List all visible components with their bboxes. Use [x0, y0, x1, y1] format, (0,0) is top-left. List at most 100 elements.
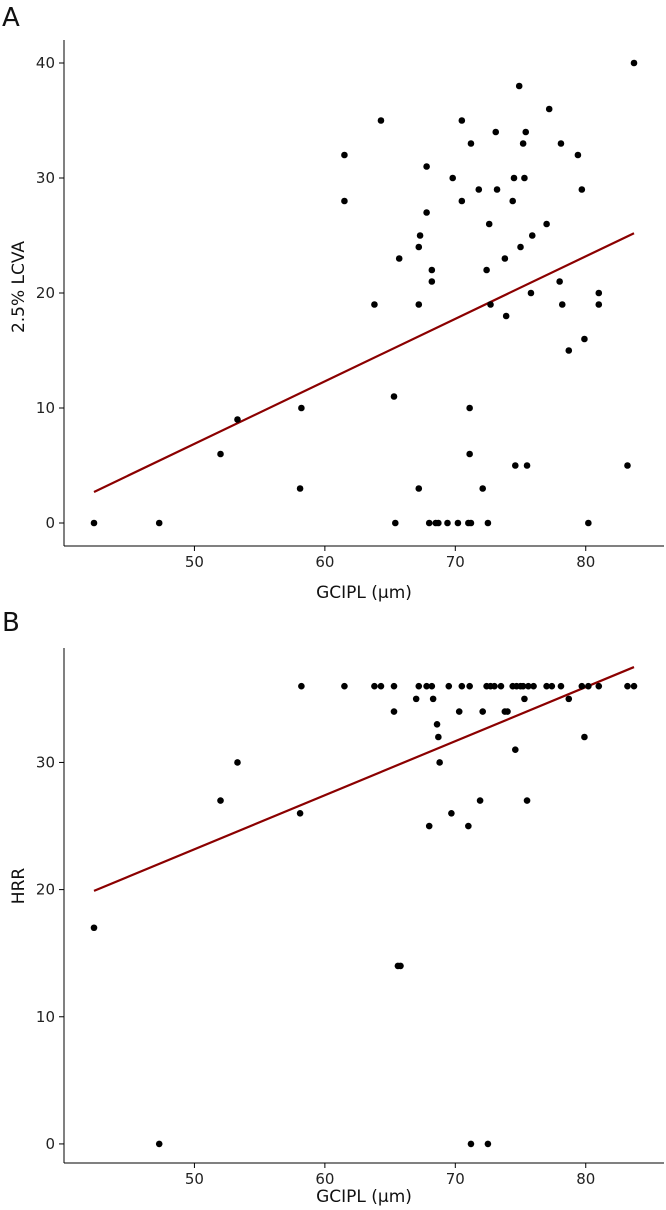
panel-b-data-point — [377, 682, 385, 690]
panel-a-x-tick-label: 80 — [576, 553, 595, 571]
panel-b-data-point — [565, 695, 573, 703]
panel-b-data-point — [371, 682, 378, 690]
panel-b-data-point — [415, 682, 423, 690]
panel-a-letter: A — [2, 3, 20, 33]
panel-a-data-point — [415, 243, 423, 251]
panel-a-y-tick-label: 30 — [36, 169, 55, 187]
panel-b-x-tick-label: 80 — [576, 1170, 595, 1188]
panel-b-data-point — [630, 682, 638, 690]
panel-b-data-point — [504, 708, 511, 715]
panel-b-data-point — [476, 797, 484, 804]
panel-a-data-point — [595, 301, 603, 308]
panel-b-data-point — [523, 797, 531, 804]
panel-b-data-point — [423, 682, 430, 690]
panel-a-data-point — [392, 519, 399, 527]
panel-a-data-point — [377, 117, 385, 124]
panel-a-data-point — [458, 117, 466, 124]
panel-b-data-point — [390, 708, 398, 715]
panel-b-data-point — [466, 682, 473, 690]
panel-a-y-tick-label: 20 — [36, 284, 55, 302]
panel-a-data-point — [493, 186, 501, 193]
panel-a-data-point — [578, 186, 586, 193]
panel-a-data-point — [467, 519, 475, 527]
panel-a-data-point — [466, 404, 473, 412]
panel-a-data-point — [483, 266, 490, 274]
panel-a-data-point — [558, 301, 566, 308]
panel-a-data-point — [475, 186, 483, 193]
panel-b-data-point — [581, 733, 588, 741]
panel-b-data-point — [491, 682, 498, 690]
panel-a-data-point — [416, 232, 424, 239]
panel-b-data-point — [445, 682, 453, 690]
panel-a-data-point — [458, 197, 466, 205]
panel-a-data-point — [512, 462, 519, 469]
panel-b-data-point — [429, 695, 437, 703]
panel-a-data-point — [556, 278, 563, 285]
panel-b-x-axis-title: GCIPL (μm) — [316, 1187, 412, 1207]
panel-a-data-point — [435, 519, 442, 527]
panel-b-data-point — [435, 733, 442, 741]
panel-b-y-axis-title: HRR — [9, 868, 29, 905]
panel-a-y-tick-label: 10 — [36, 399, 55, 417]
panel-b-data-point — [458, 682, 466, 690]
panel-a-data-point — [217, 450, 224, 458]
panel-a-data-point — [423, 163, 430, 170]
panel-b-data-point — [484, 1140, 492, 1148]
panel-b-data-point — [543, 682, 550, 690]
panel-b-data-point — [548, 682, 556, 690]
panel-b-y-tick-label: 0 — [45, 1135, 55, 1153]
panel-b-data-point — [90, 924, 98, 932]
panel-b-data-point — [390, 682, 398, 690]
panel-b-data-point — [512, 746, 519, 754]
panel-a-data-point — [467, 140, 475, 147]
panel-a-x-tick-label: 70 — [446, 553, 465, 571]
panel-a-data-point — [444, 519, 451, 527]
panel-a-data-point — [574, 151, 582, 159]
panel-a-data-point — [371, 301, 378, 308]
panel-a-data-point — [485, 220, 493, 228]
panel-a-data-point — [415, 301, 423, 308]
panel-a-data-point — [454, 519, 462, 527]
panel-a-data-point — [624, 462, 631, 469]
panel-a-data-point — [390, 393, 398, 400]
panel-b-data-point — [467, 1140, 475, 1148]
panel-b-data-point — [525, 682, 532, 690]
panel-a-data-point — [581, 335, 588, 343]
panel-b-data-point — [425, 822, 433, 830]
panel-b-data-point — [624, 682, 631, 690]
panel-b-data-point — [428, 682, 436, 690]
panel-a-data-point — [517, 243, 524, 251]
panel-a-data-point — [515, 82, 523, 90]
panel-a-data-point — [521, 174, 528, 182]
panel-a-data-point — [428, 266, 436, 274]
panel-b-data-point — [497, 682, 505, 690]
panel-a-data-point — [545, 105, 553, 113]
panel-b-regression-line — [93, 666, 635, 892]
panel-a-data-point — [479, 485, 486, 492]
panel-b-data-point — [341, 682, 348, 690]
panel-b-data-point — [397, 962, 404, 970]
panel-b-data-point — [436, 759, 443, 766]
panel-b-x-tick-label: 70 — [446, 1170, 465, 1188]
panel-b-letter: B — [2, 608, 20, 638]
panel-a-data-point — [395, 255, 403, 262]
panel-a-data-point — [492, 128, 500, 136]
panel-b-data-point — [155, 1140, 163, 1148]
panel-a-x-tick-label: 50 — [185, 553, 204, 571]
panel-b-data-point — [296, 810, 304, 817]
panel-b-data-point — [557, 682, 565, 690]
panel-a-data-point — [449, 174, 456, 182]
panel-b-data-point — [448, 810, 455, 817]
panel-a-data-point — [522, 128, 530, 136]
panel-a-data-point — [510, 174, 518, 182]
panel-a-scatter-chart: A 2.5% LCVA GCIPL (μm) 50 60 70 80 0 10 20 30 40 — [2, 3, 664, 603]
panel-a-data-point — [155, 519, 163, 527]
panel-b-data-point — [412, 695, 420, 703]
panel-a-data-point — [298, 404, 305, 412]
panel-a-data-point — [234, 416, 241, 423]
panel-b-y-tick-label: 30 — [36, 753, 55, 771]
panel-b-data-point — [234, 759, 241, 766]
panel-a-data-point — [466, 450, 473, 458]
panel-b-data-point — [455, 708, 463, 715]
